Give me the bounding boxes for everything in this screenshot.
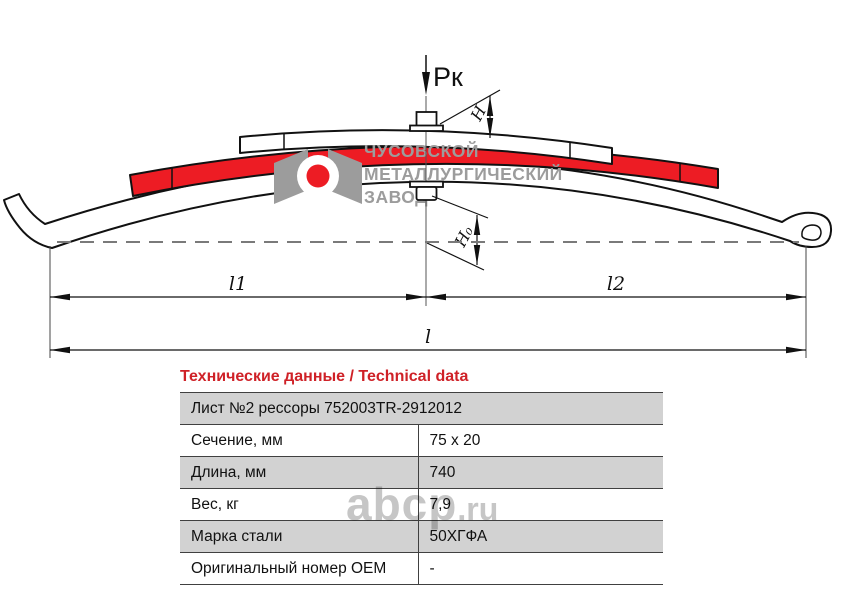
- center-bolt: [409, 111, 444, 132]
- load-label: Pк: [433, 62, 463, 92]
- load-arrow-head: [422, 72, 430, 95]
- table-row: Оригинальный номер OEM -: [180, 552, 663, 585]
- leaf-spring-drawing: ЧУСОВСКОЙ МЕТАЛЛУРГИЧЕСКИЙ ЗАВОД Pк H H₀: [3, 55, 833, 358]
- table-row: Длина, мм 740: [180, 456, 663, 489]
- tech-data-title: Технические данные / Technical data: [180, 368, 469, 385]
- h0-leader-top: [431, 195, 489, 219]
- l-dimension-label: l: [425, 326, 431, 348]
- tech-data-table: Лист №2 рессоры 752003TR-2912012 Сечение…: [180, 392, 663, 585]
- center-bolt-nut: [409, 180, 444, 201]
- row-label: Марка стали: [180, 520, 418, 553]
- h0-dimension-label: H₀: [450, 222, 477, 250]
- site-watermark: abcp.ru: [346, 481, 498, 527]
- row-value: 75 x 20: [417, 424, 663, 457]
- main-leaf-eye-notch: [801, 224, 822, 241]
- table-row-part: Лист №2 рессоры 752003TR-2912012: [180, 392, 663, 425]
- h0-leader-bottom: [426, 242, 485, 271]
- plant-watermark-line2: МЕТАЛЛУРГИЧЕСКИЙ: [364, 163, 563, 184]
- site-watermark-tld: .ru: [457, 491, 499, 527]
- site-watermark-name: abcp: [346, 478, 458, 530]
- l2-dimension-label: l2: [607, 273, 625, 295]
- plant-logo-dot: [306, 164, 330, 188]
- plant-logo-right-shape: [328, 149, 362, 204]
- row-label: Длина, мм: [180, 456, 418, 489]
- l1-dimension-label: l1: [229, 273, 247, 295]
- row-label: Оригинальный номер OEM: [180, 552, 418, 585]
- plant-watermark-line3: ЗАВОД: [364, 187, 428, 207]
- h-dimension-label: H: [466, 102, 490, 125]
- row-value: -: [417, 552, 663, 585]
- table-row: Сечение, мм 75 x 20: [180, 424, 663, 457]
- plant-logo: [274, 149, 362, 204]
- part-number-cell: Лист №2 рессоры 752003TR-2912012: [180, 392, 663, 425]
- top-leaf: [239, 129, 613, 165]
- plant-logo-left-shape: [274, 149, 308, 204]
- row-value: 740: [417, 456, 663, 489]
- plant-watermark-line1: ЧУСОВСКОЙ: [364, 140, 479, 161]
- row-label: Сечение, мм: [180, 424, 418, 457]
- h-leader-line: [439, 89, 501, 125]
